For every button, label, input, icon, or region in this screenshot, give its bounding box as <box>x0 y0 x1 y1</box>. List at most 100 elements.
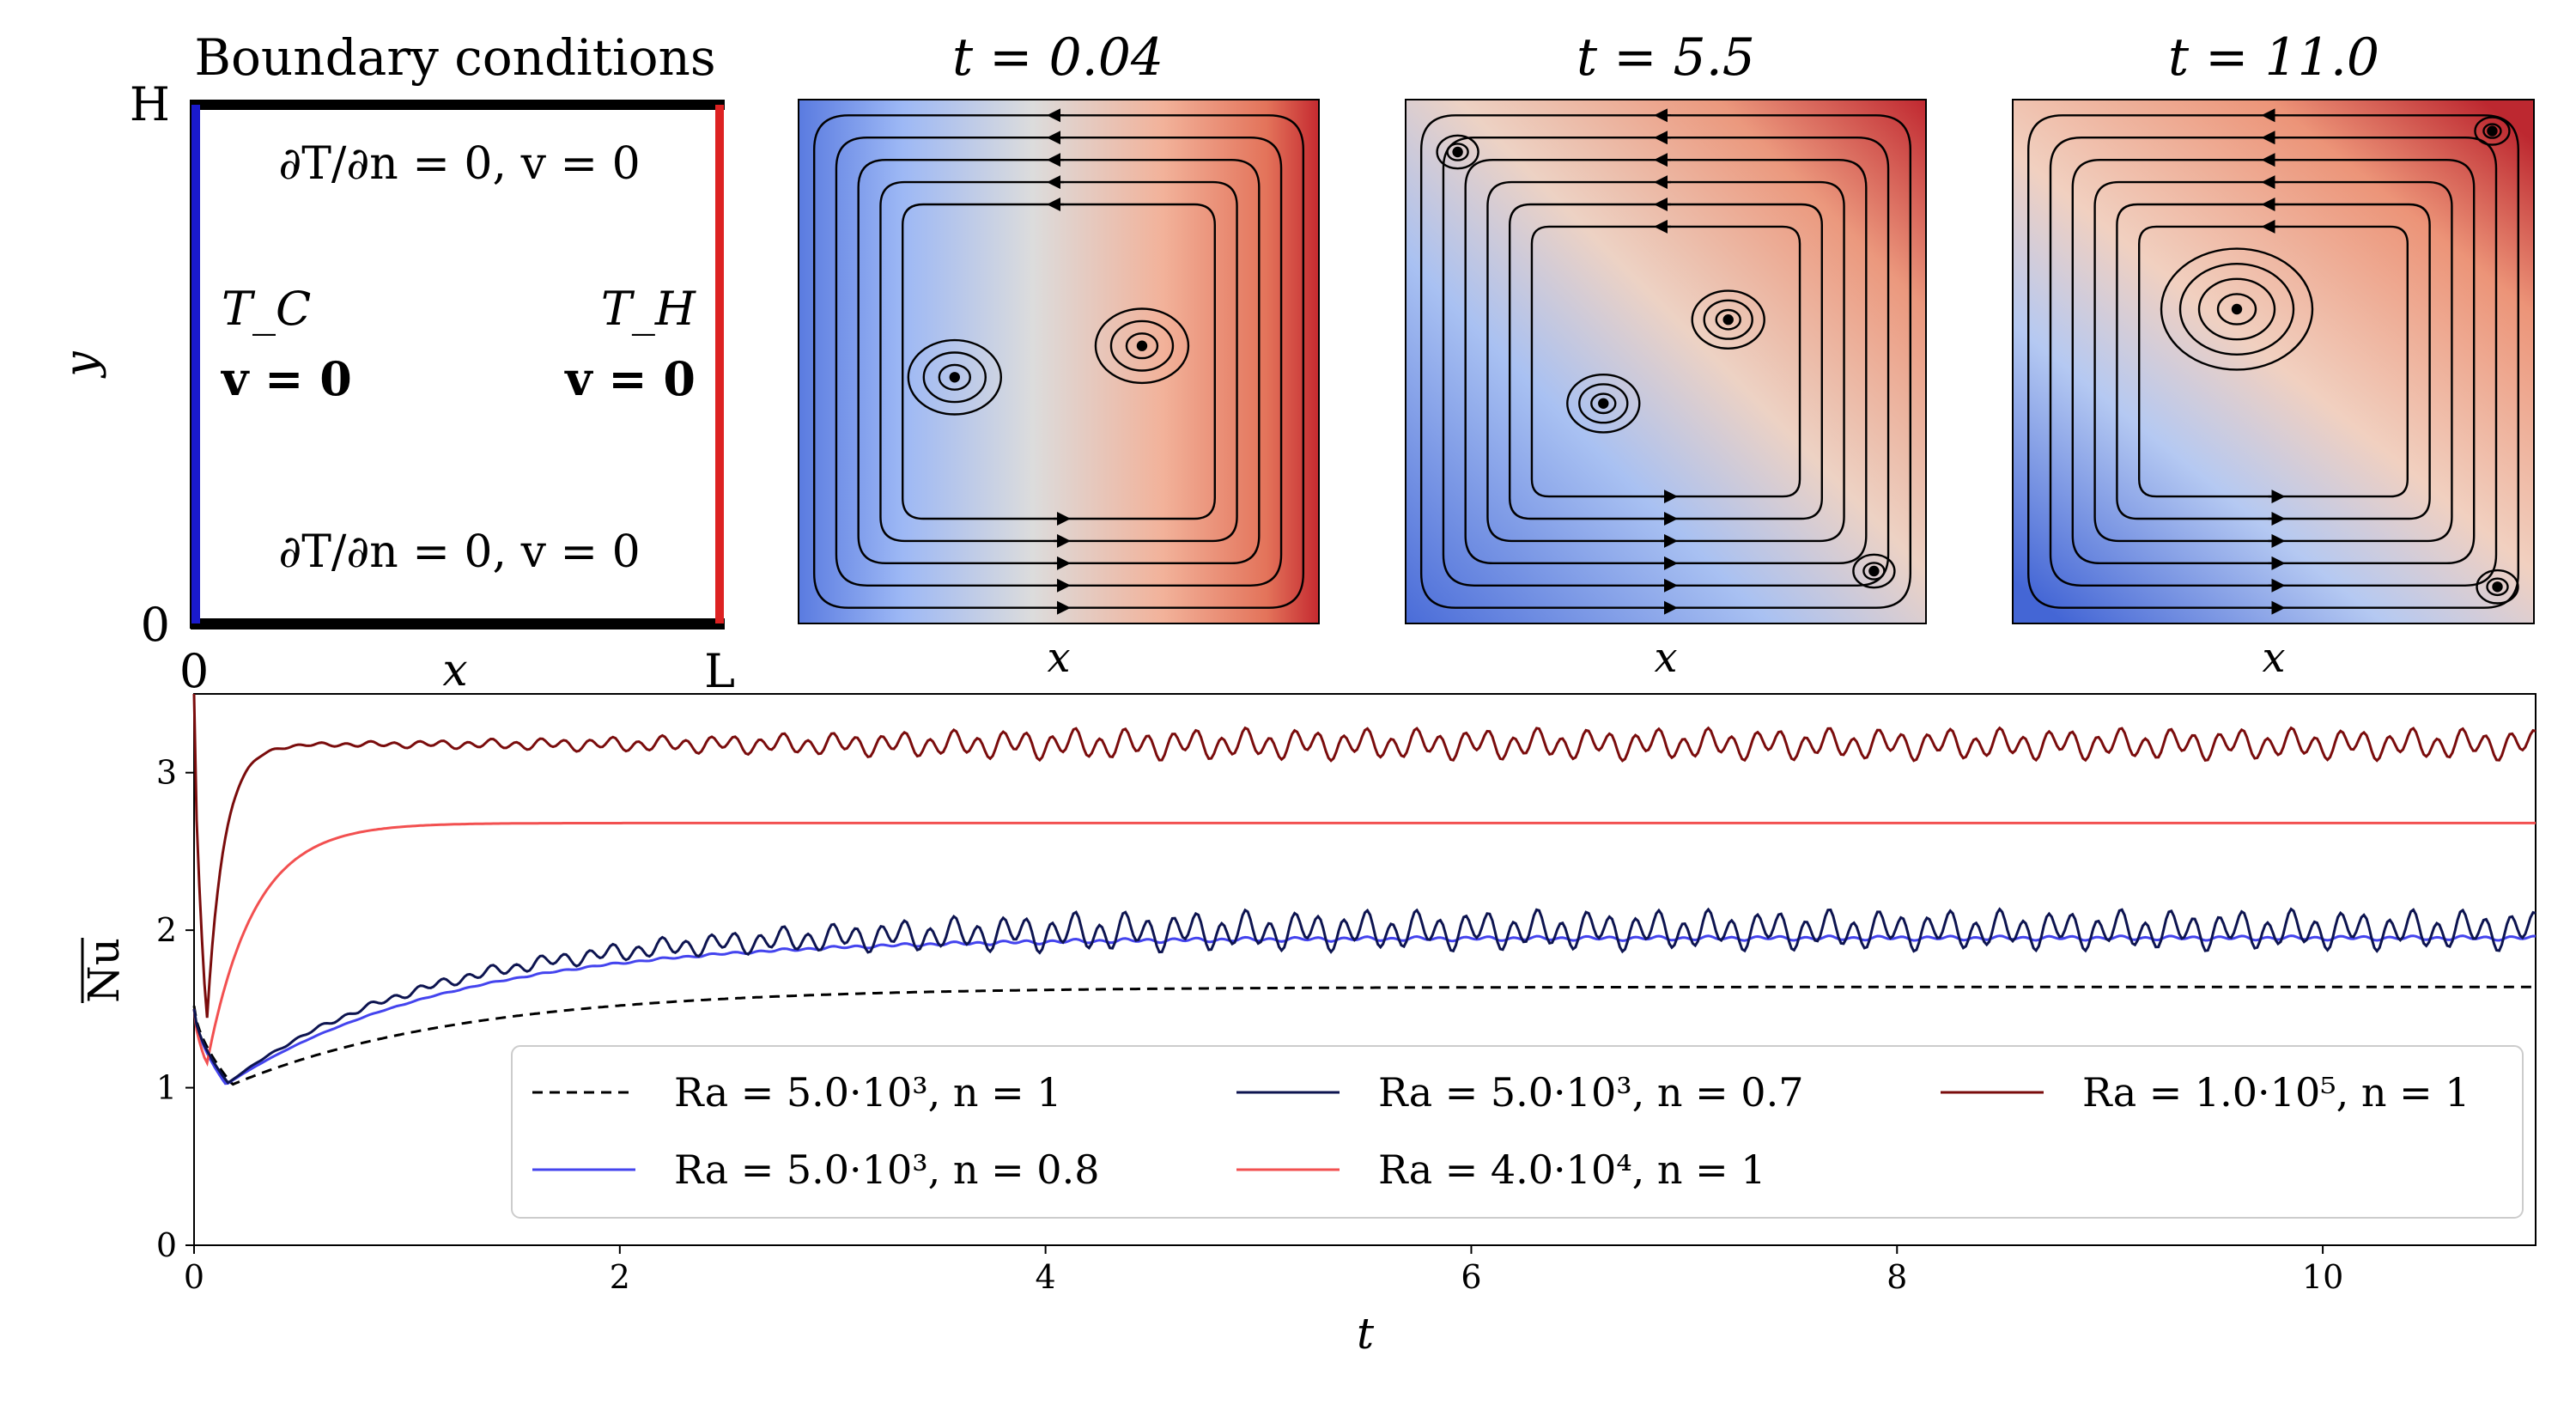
x-tick-label: 0 <box>184 1258 204 1296</box>
streamline <box>2093 180 2453 543</box>
streamline <box>2071 158 2476 565</box>
streamline <box>1509 203 1823 520</box>
y-bottom-label: 0 <box>141 598 170 652</box>
temperature-field-1 <box>798 99 1320 624</box>
nu-plot-frame <box>193 693 2537 1246</box>
vortex-core <box>1598 398 1609 409</box>
vortex-ring <box>2486 577 2509 597</box>
nu-series <box>192 693 2537 1086</box>
snapshot-xlabel-1: x <box>1047 634 1070 682</box>
nu-xlabel: t <box>1357 1309 1375 1359</box>
vortex-ring <box>1566 373 1641 434</box>
streamline <box>1486 180 1845 543</box>
vortex-ring <box>2160 247 2314 371</box>
streamline <box>1464 158 1868 565</box>
left-vel: v = 0 <box>221 351 352 406</box>
snapshot-xlabel-2: x <box>1654 634 1677 682</box>
legend-label: Ra = 5.0·10³, n = 0.8 <box>674 1146 1099 1193</box>
vortex-ring <box>1125 332 1159 360</box>
legend-label: Ra = 5.0·10³, n = 0.7 <box>1378 1069 1803 1116</box>
series-line-1 <box>192 985 2536 1086</box>
x-tick-label: 6 <box>1461 1258 1481 1296</box>
right-temp: T_H <box>601 282 696 336</box>
vortex-ring <box>1862 562 1886 581</box>
x-tick-label: 10 <box>2302 1258 2343 1296</box>
snapshot-title-2: t = 5.5 <box>1577 27 1755 88</box>
legend-box <box>511 1045 2524 1219</box>
vortex-ring <box>2476 569 2519 605</box>
x-left-label: 0 <box>179 644 209 698</box>
vortex-ring <box>2197 277 2276 341</box>
vortex-ring <box>1852 553 1896 589</box>
vortex-core <box>2231 303 2243 315</box>
bottom-bc: ∂T/∂n = 0, v = 0 <box>278 526 640 578</box>
vortex-ring <box>2482 123 2502 139</box>
vortex-ring <box>922 351 987 404</box>
vortex-core <box>1452 146 1463 158</box>
temperature-field-2 <box>1405 99 1927 624</box>
left-temp: T_C <box>222 282 311 336</box>
right-vel: v = 0 <box>564 351 696 406</box>
vortex-ring <box>1715 308 1741 331</box>
x-tick-label: 4 <box>1036 1258 1056 1296</box>
vortex-ring <box>1578 383 1629 424</box>
x-tick-label: 2 <box>610 1258 630 1296</box>
series-line-2 <box>192 934 2537 1086</box>
vortex-ring <box>1446 143 1469 161</box>
streamline <box>1530 225 1801 498</box>
vortex-ring <box>1094 307 1190 385</box>
boundary-xlabel: x <box>442 645 467 696</box>
top-bc: ∂T/∂n = 0, v = 0 <box>278 138 640 190</box>
legend-label: Ra = 5.0·10³, n = 1 <box>674 1069 1062 1116</box>
vortex-ring <box>907 338 1003 416</box>
series-line-4 <box>192 907 2537 1085</box>
boundary-title: Boundary conditions <box>194 28 715 87</box>
nu-ylabel: Nu <box>79 938 129 1003</box>
vortex-ring <box>1590 392 1617 415</box>
snapshot-title-1: t = 0.04 <box>952 27 1163 88</box>
streamline <box>812 114 1305 609</box>
snapshot-panel-3: t = 11.0 x <box>2012 27 2535 682</box>
streamline <box>2027 114 2519 609</box>
nu-legend: Ra = 5.0·10³, n = 1 Ra = 5.0·10³, n = 0.8… <box>511 1045 2524 1219</box>
vortex-ring <box>2474 116 2511 146</box>
vortex-core <box>1722 314 1734 325</box>
streamline <box>2138 225 2409 498</box>
vortex-ring <box>1691 289 1765 350</box>
streamline <box>1419 114 1912 609</box>
y-tick-label: 3 <box>156 754 177 792</box>
vortex-ring <box>1109 319 1175 372</box>
x-right-label: L <box>704 644 735 698</box>
legend-label: Ra = 1.0·10⁵, n = 1 <box>2082 1069 2470 1116</box>
snapshot-title-3: t = 11.0 <box>2168 27 2379 88</box>
snapshot-xlabel-3: x <box>2262 634 2285 682</box>
y-tick-label: 1 <box>156 1069 177 1107</box>
streamline <box>857 158 1261 565</box>
streamline <box>902 203 1216 520</box>
vortex-core <box>1136 340 1148 351</box>
streamline <box>879 180 1238 543</box>
streamlines-1 <box>812 108 1305 615</box>
boundary-ylabel: y <box>56 351 107 379</box>
streamline <box>2116 203 2431 520</box>
streamline <box>835 137 1283 587</box>
x-tick-label: 8 <box>1886 1258 1907 1296</box>
snapshot-panel-1: t = 0.04 x <box>798 27 1320 682</box>
legend-label: Ra = 4.0·10⁴, n = 1 <box>1378 1146 1766 1193</box>
cavity-frame <box>196 105 720 623</box>
vortex-core <box>949 372 961 383</box>
y-tick-label: 2 <box>156 911 177 949</box>
y-tick-label: 0 <box>156 1226 177 1264</box>
vortex-core <box>2492 581 2503 593</box>
streamline <box>1442 137 1890 587</box>
y-top-label: H <box>130 77 170 131</box>
snapshot-panel-2: t = 5.5 x <box>1405 27 1927 682</box>
vortex-core <box>2487 125 2498 137</box>
boundary-panel: Boundary conditions H 0 0 L x y ∂T/∂n = … <box>56 28 735 698</box>
nu-ylabel-text: Nu <box>79 938 129 1003</box>
legend-entries: Ra = 5.0·10³, n = 1 Ra = 5.0·10³, n = 0.8… <box>532 1069 2470 1193</box>
vortex-ring <box>1436 134 1479 170</box>
vortex-ring <box>2178 263 2295 356</box>
vortex-ring <box>2216 293 2257 325</box>
